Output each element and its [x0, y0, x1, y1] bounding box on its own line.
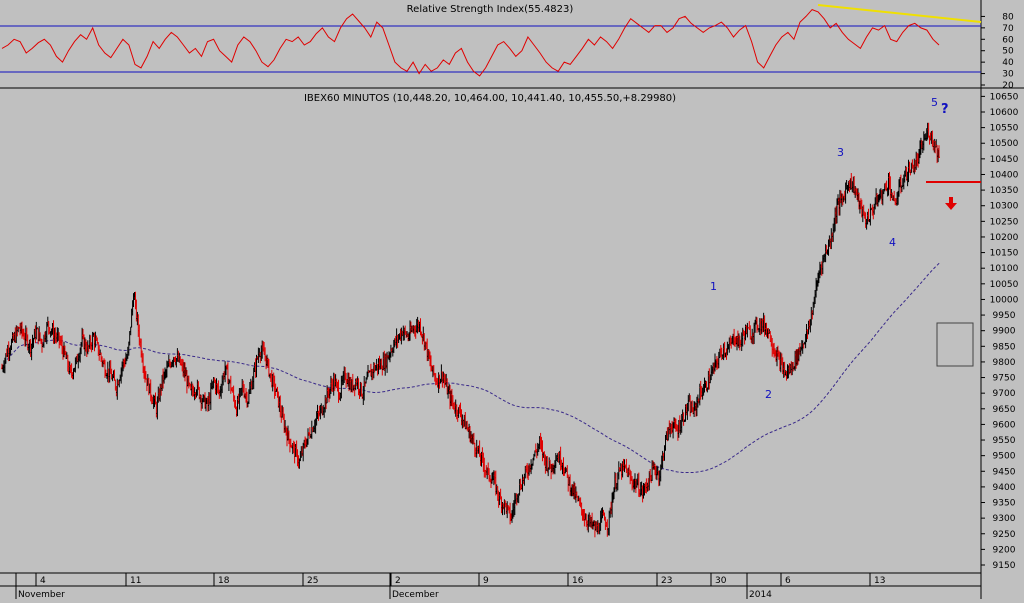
- wave-label-2: 2: [765, 388, 772, 401]
- rsi-series-line: [1, 9, 940, 77]
- price-tick-label: 9650: [993, 405, 1016, 415]
- rsi-tick-label: 40: [1002, 58, 1014, 68]
- price-tick-label: 9450: [993, 467, 1016, 477]
- price-title: IBEX60 MINUTOS (10,448.20, 10,464.00, 10…: [304, 93, 676, 104]
- price-tick-label: 10600: [990, 108, 1019, 118]
- x-day-label: 11: [130, 576, 141, 586]
- rsi-tick-label: 60: [1002, 35, 1014, 45]
- price-bars: [1, 122, 940, 538]
- rsi-tick-label: 70: [1002, 24, 1014, 34]
- rsi-tick-label: 80: [1002, 12, 1014, 22]
- down-arrow-icon: [945, 197, 957, 210]
- price-tick-label: 10250: [990, 217, 1019, 227]
- price-tick-label: 10050: [990, 280, 1019, 290]
- price-y-axis: 9150 9200 9250 9300 9350 9400 9450 9500 9550 9600…: [981, 92, 1019, 571]
- rsi-yellow-trendline: [817, 4, 982, 23]
- price-bar: [869, 203, 872, 226]
- x-day-label: 2: [395, 576, 401, 586]
- price-tick-label: 9200: [993, 545, 1016, 555]
- price-tick-label: 9600: [993, 420, 1016, 430]
- price-tick-label: 10100: [990, 264, 1019, 274]
- x-day-label: 9: [483, 576, 489, 586]
- rsi-tick-label: 50: [1002, 47, 1014, 57]
- rsi-tick-label: 20: [1002, 81, 1014, 91]
- x-month-label: December: [392, 590, 439, 599]
- price-tick-label: 10200: [990, 233, 1019, 243]
- projection-box: [936, 322, 974, 367]
- x-day-label: 13: [874, 576, 885, 586]
- x-day-label: 6: [785, 576, 791, 586]
- price-tick-label: 9750: [993, 374, 1016, 384]
- price-tick-label: 9150: [993, 561, 1016, 571]
- wave-label-question: ?: [941, 102, 949, 117]
- x-month-label: 2014: [749, 590, 772, 599]
- wave-label-4: 4: [889, 236, 896, 249]
- price-panel: IBEX60 MINUTOS (10,448.20, 10,464.00, 10…: [1, 92, 1019, 571]
- price-tick-label: 10400: [990, 170, 1019, 180]
- price-tick-label: 10150: [990, 249, 1019, 259]
- price-tick-label: 10300: [990, 202, 1019, 212]
- x-day-label: 16: [572, 576, 584, 586]
- x-day-label: 30: [715, 576, 727, 586]
- price-tick-label: 9350: [993, 499, 1016, 509]
- wave-label-5: 5: [931, 96, 938, 109]
- price-tick-label: 9850: [993, 342, 1016, 352]
- price-tick-label: 10450: [990, 155, 1019, 165]
- x-day-label: 23: [661, 576, 672, 586]
- price-tick-label: 9400: [993, 483, 1016, 493]
- price-bar: [938, 145, 940, 158]
- moving-average-dotted-line: [1, 262, 941, 473]
- price-tick-label: 10000: [990, 295, 1019, 305]
- price-tick-label: 9800: [993, 358, 1016, 368]
- rsi-tick-label: 30: [1002, 70, 1014, 80]
- price-tick-label: 9300: [993, 514, 1016, 524]
- x-day-label: 4: [40, 576, 46, 586]
- price-tick-label: 10550: [990, 124, 1019, 134]
- price-tick-label: 9500: [993, 452, 1016, 462]
- price-tick-label: 10650: [990, 92, 1019, 102]
- price-tick-label: 9250: [993, 530, 1016, 540]
- x-axis: 4 11 18 25 2 9 16 23 30 6 13 November December 2014: [0, 572, 981, 600]
- x-day-label: 25: [307, 576, 318, 586]
- price-tick-label: 10350: [990, 186, 1019, 196]
- rsi-title: Relative Strength Index(55.4823): [407, 4, 574, 15]
- price-tick-label: 9550: [993, 436, 1016, 446]
- x-day-label: 18: [218, 576, 230, 586]
- wave-label-1: 1: [710, 280, 717, 293]
- wave-label-3: 3: [837, 146, 844, 159]
- price-tick-label: 10500: [990, 139, 1019, 149]
- price-tick-label: 9700: [993, 389, 1016, 399]
- price-tick-label: 9950: [993, 311, 1016, 321]
- x-month-label: November: [18, 590, 65, 599]
- price-tick-label: 9900: [993, 327, 1016, 337]
